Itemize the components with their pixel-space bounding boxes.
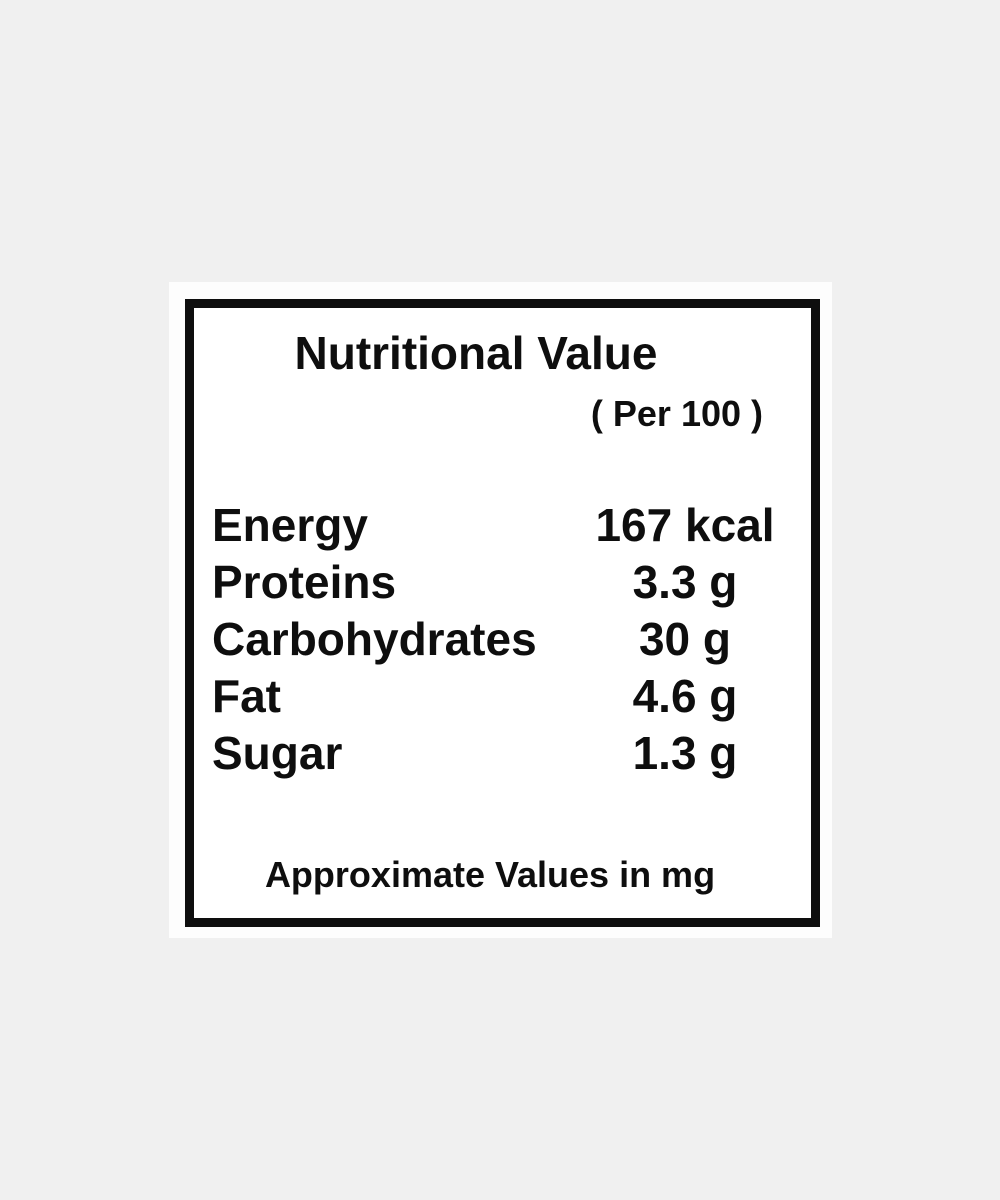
label-border-box [185, 299, 820, 927]
nutrient-row-energy: Energy 167 kcal [212, 497, 811, 554]
nutrient-value: 30 g [638, 613, 732, 665]
nutrient-row-proteins: Proteins 3.3 g [212, 554, 811, 611]
nutrient-row-carbohydrates: Carbohydrates 30 g [212, 611, 811, 668]
nutrient-row-sugar: Sugar 1.3 g [212, 725, 811, 782]
nutrient-name: Fat [212, 670, 281, 722]
serving-note: ( Per 100 ) [590, 393, 763, 434]
nutrient-value: 4.6 g [632, 670, 738, 722]
nutrient-name: Proteins [212, 556, 397, 608]
nutrient-value: 3.3 g [632, 556, 738, 608]
nutrient-name: Energy [212, 499, 368, 551]
nutrient-name: Sugar [212, 727, 343, 779]
footer-note: Approximate Values in mg [264, 854, 716, 895]
nutrient-value: 1.3 g [632, 727, 738, 779]
nutrient-row-fat: Fat 4.6 g [212, 668, 811, 725]
nutrient-name: Carbohydrates [212, 613, 537, 665]
label-title: Nutritional Value [294, 327, 658, 379]
nutrient-value: 167 kcal [595, 499, 775, 551]
nutrient-table: Energy 167 kcal Proteins 3.3 g Carbohydr… [212, 497, 811, 782]
